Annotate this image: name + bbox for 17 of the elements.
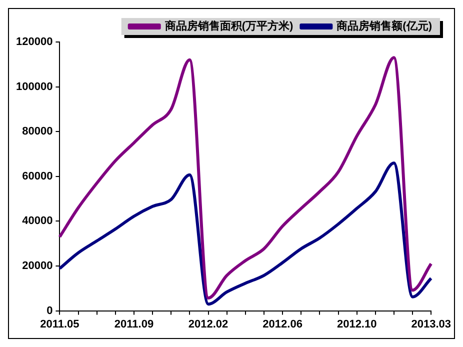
y-tick-label: 80000 <box>22 126 53 138</box>
line-series <box>58 56 433 300</box>
legend-label: 商品房销售额(亿元) <box>336 20 432 33</box>
y-tick-label: 120000 <box>16 36 53 48</box>
y-tick-label: 20000 <box>22 260 53 272</box>
x-tick-label: 2011.05 <box>40 318 80 330</box>
x-tick-label: 2012.06 <box>262 318 302 330</box>
y-tick-label: 100000 <box>16 80 53 93</box>
y-tick-label: 60000 <box>22 170 53 182</box>
line-series <box>58 161 433 306</box>
x-tick-label: 2012.02 <box>188 318 228 330</box>
x-tick-label: 2011.09 <box>114 318 154 330</box>
y-tick-label: 0 <box>46 304 53 317</box>
legend-label: 商品房销售面积(万平方米) <box>164 20 294 33</box>
x-tick-label: 2012.10 <box>336 318 377 330</box>
y-tick-label: 40000 <box>22 215 53 228</box>
x-tick-label: 2013.03 <box>411 318 451 330</box>
